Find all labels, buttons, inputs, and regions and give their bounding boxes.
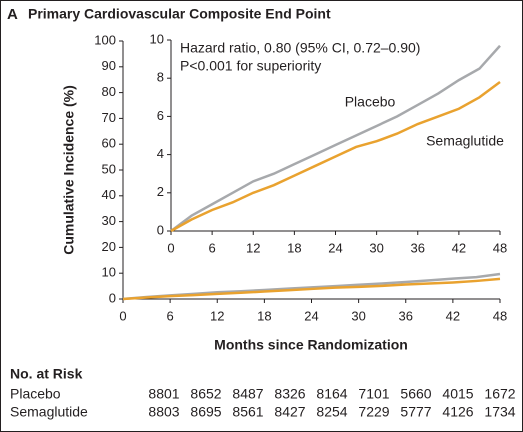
risk-value: 8652 <box>190 386 221 402</box>
x-tick-label: 36 <box>399 308 413 323</box>
risk-value: 8801 <box>148 386 179 402</box>
risk-value: 8487 <box>232 386 263 402</box>
risk-value: 7101 <box>358 386 389 402</box>
risk-value: 8561 <box>232 404 263 420</box>
annotation: P<0.001 for superiority <box>180 58 321 74</box>
x-tick-label: 48 <box>493 240 507 255</box>
risk-value: 5777 <box>400 404 431 420</box>
x-tick-label: 36 <box>411 240 425 255</box>
y-tick-label: 60 <box>102 136 116 151</box>
x-tick-label: 0 <box>167 240 174 255</box>
risk-value: 8427 <box>274 404 305 420</box>
y-tick-label: 50 <box>102 161 116 176</box>
x-tick-label: 30 <box>351 308 365 323</box>
y-tick-label: 40 <box>102 187 116 202</box>
x-tick-label: 24 <box>304 308 318 323</box>
series-label: Placebo <box>345 94 396 110</box>
y-tick-label: 2 <box>157 184 164 199</box>
risk-value: 8803 <box>148 404 179 420</box>
y-tick-label: 70 <box>102 110 116 125</box>
y-tick-label: 10 <box>102 265 116 280</box>
x-tick-label: 18 <box>257 308 271 323</box>
row-label: Placebo <box>10 386 61 402</box>
y-tick-label: 10 <box>150 31 164 46</box>
y-axis-label: Cumulative Incidence (%) <box>61 85 77 255</box>
y-tick-label: 30 <box>102 213 116 228</box>
y-tick-label: 6 <box>157 108 164 123</box>
y-tick-label: 0 <box>157 222 164 237</box>
x-tick-label: 42 <box>452 240 466 255</box>
y-tick-label: 100 <box>94 32 116 47</box>
x-tick-label: 18 <box>287 240 301 255</box>
annotation: Hazard ratio, 0.80 (95% CI, 0.72–0.90) <box>180 40 420 56</box>
risk-value: 1734 <box>484 404 515 420</box>
x-tick-label: 6 <box>167 308 174 323</box>
risk-value: 4015 <box>442 386 473 402</box>
risk-value: 8164 <box>316 386 347 402</box>
series-line <box>122 277 501 301</box>
row-label: Semaglutide <box>10 404 88 420</box>
risk-value: 8326 <box>274 386 305 402</box>
y-tick-label: 20 <box>102 239 116 254</box>
risk-value: 7229 <box>358 404 389 420</box>
x-tick-label: 30 <box>369 240 383 255</box>
risk-value: 5660 <box>400 386 431 402</box>
risk-value: 1672 <box>484 386 515 402</box>
x-tick-label: 6 <box>209 240 216 255</box>
risk-value: 8695 <box>190 404 221 420</box>
x-tick-label: 0 <box>119 308 126 323</box>
x-tick-label: 48 <box>493 308 507 323</box>
y-tick-label: 8 <box>157 70 164 85</box>
x-tick-label: 12 <box>210 308 224 323</box>
x-tick-label: 12 <box>246 240 260 255</box>
risk-value: 4126 <box>442 404 473 420</box>
x-tick-label: 24 <box>328 240 342 255</box>
y-tick-label: 90 <box>102 58 116 73</box>
series-line <box>170 44 501 233</box>
panel-label: A <box>7 6 18 23</box>
table-title: No. at Risk <box>10 366 83 382</box>
chart-title: Primary Cardiovascular Composite End Poi… <box>28 6 331 22</box>
risk-value: 8254 <box>316 404 347 420</box>
x-tick-label: 42 <box>446 308 460 323</box>
y-tick-label: 80 <box>102 84 116 99</box>
y-tick-label: 4 <box>157 146 164 161</box>
series-label: Semaglutide <box>426 133 504 149</box>
series-line <box>170 81 501 233</box>
y-tick-label: 0 <box>109 290 116 305</box>
x-axis-label: Months since Randomization <box>214 337 408 353</box>
